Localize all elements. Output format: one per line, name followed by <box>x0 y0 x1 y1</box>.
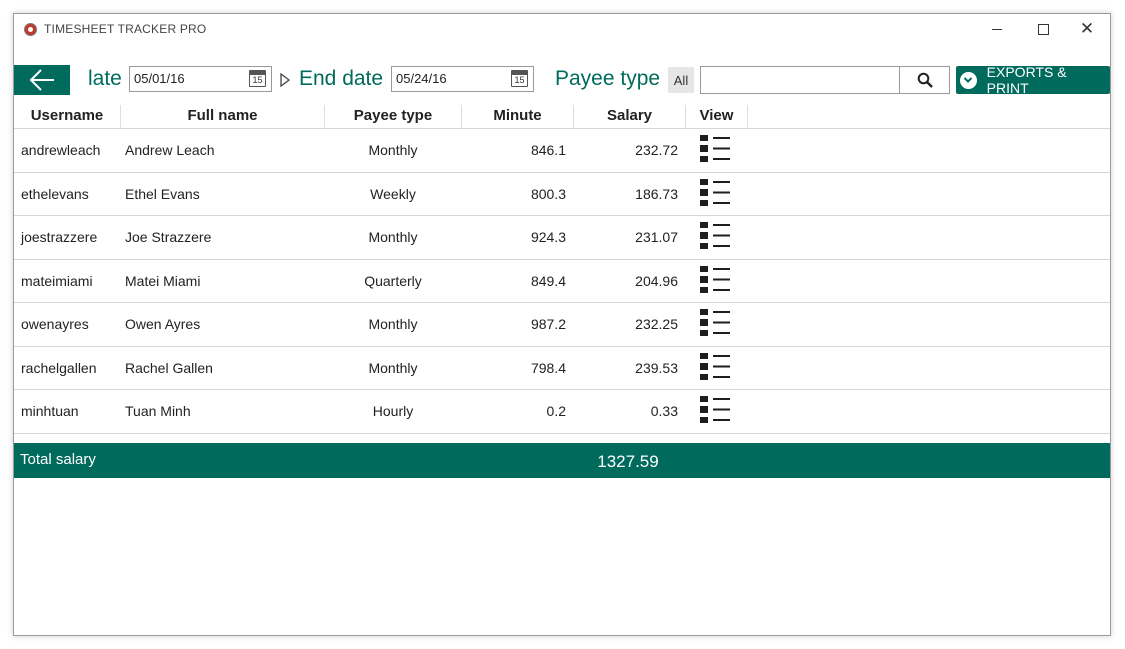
end-date-label: End date <box>299 67 384 90</box>
view-details-button[interactable] <box>700 309 732 341</box>
end-date-input[interactable]: 05/24/16 15 <box>391 66 534 92</box>
payee-type-select[interactable]: All <box>668 67 694 93</box>
arrow-left-icon <box>29 69 54 91</box>
list-icon <box>700 178 732 212</box>
end-date-value: 05/24/16 <box>396 71 447 86</box>
cell-full-name: Andrew Leach <box>125 142 215 158</box>
exports-print-label: EXPORTS & PRINT <box>986 64 1067 96</box>
cell-payee-type: Weekly <box>370 185 416 202</box>
start-date-value: 05/01/16 <box>134 71 185 86</box>
cell-full-name: Ethel Evans <box>125 185 200 202</box>
cell-salary: 186.73 <box>635 185 678 202</box>
app-logo-icon <box>24 23 37 36</box>
cell-full-name: Tuan Minh <box>125 403 191 419</box>
list-icon <box>700 135 732 168</box>
view-details-button[interactable] <box>700 222 732 254</box>
search-button[interactable] <box>899 66 950 94</box>
close-icon: ✕ <box>1079 19 1095 39</box>
view-details-button[interactable] <box>700 135 732 167</box>
minimize-icon <box>992 28 1002 30</box>
play-triangle-icon <box>280 73 290 87</box>
view-details-button[interactable] <box>700 352 732 386</box>
table-row[interactable]: andrewleach Andrew Leach Monthly 846.1 232.7… <box>14 129 1110 173</box>
cell-username: ethelevans <box>21 185 89 202</box>
table-header: Username Full name Payee type Minute Sal… <box>14 105 1110 129</box>
close-button[interactable]: ✕ <box>1064 14 1110 44</box>
cell-username: mateimiami <box>21 272 93 289</box>
title-bar: TIMESHEET TRACKER PRO ✕ <box>14 14 1110 46</box>
exports-print-button[interactable]: EXPORTS & PRINT <box>956 64 1110 96</box>
total-salary-bar: Total salary 1327.59 <box>14 443 1110 478</box>
table-row[interactable]: minhtuan Tuan Minh Hourly 0.2 0.33 <box>14 390 1110 434</box>
cell-full-name: Owen Ayres <box>125 316 201 332</box>
cell-username: rachelgallen <box>21 359 97 376</box>
cell-minute: 924.3 <box>530 229 566 245</box>
calendar-icon[interactable]: 15 <box>511 70 528 87</box>
cell-salary: 232.25 <box>635 316 678 332</box>
cell-minute: 798.4 <box>530 359 566 376</box>
column-header-minute[interactable]: Minute <box>462 105 574 128</box>
table-body: andrewleach Andrew Leach Monthly 846.1 232.7… <box>14 129 1110 434</box>
column-header-payee-type[interactable]: Payee type <box>325 105 462 128</box>
maximize-icon <box>1037 23 1049 35</box>
cell-payee-type: Hourly <box>372 403 414 419</box>
column-header-view[interactable]: View <box>686 105 748 128</box>
cell-username: owenayres <box>21 316 89 332</box>
cell-salary: 0.33 <box>650 403 678 419</box>
cell-minute: 800.3 <box>530 185 566 202</box>
cell-payee-type: Monthly <box>368 229 418 245</box>
cell-full-name: Matei Miami <box>125 272 201 289</box>
column-header-username[interactable]: Username <box>14 105 121 128</box>
payee-type-label: Payee type <box>555 67 661 90</box>
app-window: TIMESHEET TRACKER PRO ✕ late 05/01/16 15… <box>13 13 1111 636</box>
table-row[interactable]: ethelevans Ethel Evans Weekly 800.3 186.73 <box>14 173 1110 216</box>
maximize-button[interactable] <box>1020 14 1066 44</box>
cell-salary: 239.53 <box>635 359 678 376</box>
cell-full-name: Rachel Gallen <box>125 359 213 376</box>
cell-payee-type: Monthly <box>368 316 418 332</box>
timesheet-table: Username Full name Payee type Minute Sal… <box>14 105 1110 434</box>
start-date-input[interactable]: 05/01/16 15 <box>129 66 272 92</box>
cell-payee-type: Monthly <box>368 142 418 158</box>
list-icon <box>700 396 732 429</box>
search-icon <box>917 72 933 88</box>
total-salary-value: 1327.59 <box>597 452 659 471</box>
start-date-label: late <box>88 67 122 90</box>
table-row[interactable]: owenayres Owen Ayres Monthly 987.2 232.25 <box>14 303 1110 347</box>
list-icon <box>700 222 732 255</box>
search-input[interactable] <box>700 66 900 94</box>
total-salary-label: Total salary <box>20 451 96 468</box>
cell-username: minhtuan <box>21 403 79 419</box>
cell-username: andrewleach <box>21 142 101 158</box>
cell-username: joestrazzere <box>21 229 98 245</box>
cell-payee-type: Monthly <box>368 359 418 376</box>
list-icon <box>700 352 732 386</box>
cell-minute: 846.1 <box>530 142 566 158</box>
table-row[interactable]: rachelgallen Rachel Gallen Monthly 798.4 239… <box>14 347 1110 390</box>
cell-minute: 849.4 <box>530 272 566 289</box>
view-details-button[interactable] <box>700 265 732 299</box>
view-details-button[interactable] <box>700 178 732 212</box>
list-icon <box>700 265 732 299</box>
column-header-salary[interactable]: Salary <box>574 105 686 128</box>
cell-full-name: Joe Strazzere <box>125 229 212 245</box>
cell-salary: 232.72 <box>635 142 678 158</box>
back-button[interactable] <box>14 65 70 95</box>
table-row[interactable]: mateimiami Matei Miami Quarterly 849.4 204.9… <box>14 260 1110 303</box>
calendar-icon[interactable]: 15 <box>249 70 266 87</box>
cell-minute: 0.2 <box>546 403 566 419</box>
column-header-full-name[interactable]: Full name <box>121 105 325 128</box>
chevron-down-circle-icon <box>960 71 977 89</box>
cell-salary: 231.07 <box>635 229 678 245</box>
list-icon <box>700 309 732 342</box>
cell-minute: 987.2 <box>530 316 566 332</box>
cell-payee-type: Quarterly <box>364 272 422 289</box>
table-row[interactable]: joestrazzere Joe Strazzere Monthly 924.3 231… <box>14 216 1110 260</box>
minimize-button[interactable] <box>974 14 1020 44</box>
view-details-button[interactable] <box>700 396 732 428</box>
cell-salary: 204.96 <box>635 272 678 289</box>
window-title: TIMESHEET TRACKER PRO <box>44 22 207 36</box>
